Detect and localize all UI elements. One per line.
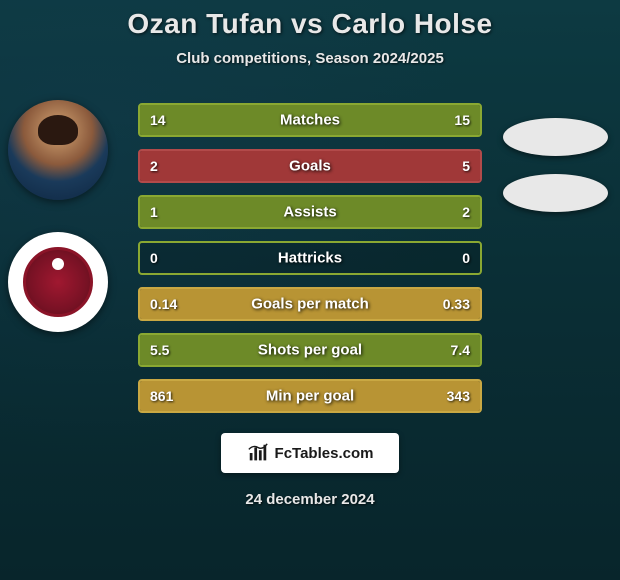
right-oval-column [503, 118, 608, 212]
chart-icon [247, 442, 269, 464]
bar-value-right: 7.4 [451, 342, 470, 358]
team-badge-icon [23, 247, 93, 317]
bar-value-left: 861 [150, 388, 173, 404]
bar-value-left: 2 [150, 158, 158, 174]
stat-bar: 5.5 7.4 Shots per goal [138, 333, 482, 367]
stat-bar: 1 2 Assists [138, 195, 482, 229]
brand-text: FcTables.com [275, 445, 374, 462]
oval-placeholder-2 [503, 174, 608, 212]
stat-bar: 0 0 Hattricks [138, 241, 482, 275]
team-badge-avatar [8, 232, 108, 332]
bar-value-right: 0.33 [443, 296, 470, 312]
bar-value-left: 0 [150, 250, 158, 266]
bar-value-left: 0.14 [150, 296, 177, 312]
page-title: Ozan Tufan vs Carlo Holse [0, 8, 620, 40]
oval-placeholder-1 [503, 118, 608, 156]
brand-badge[interactable]: FcTables.com [221, 433, 399, 473]
comparison-bars: 14 15 Matches 2 5 Goals 1 2 Assists 0 0 Hattricks 0.… [138, 103, 482, 413]
bar-value-right: 15 [454, 112, 470, 128]
avatar-column [8, 100, 108, 332]
bar-label: Assists [283, 204, 336, 221]
bar-value-right: 0 [462, 250, 470, 266]
bar-value-right: 2 [462, 204, 470, 220]
bar-fill-right [237, 151, 480, 181]
player1-avatar [8, 100, 108, 200]
bar-label: Shots per goal [258, 342, 362, 359]
content-wrapper: Ozan Tufan vs Carlo Holse Club competiti… [0, 0, 620, 508]
bar-label: Goals [289, 158, 331, 175]
stat-bar: 861 343 Min per goal [138, 379, 482, 413]
bar-value-right: 343 [447, 388, 470, 404]
bar-value-left: 5.5 [150, 342, 169, 358]
stat-bar: 14 15 Matches [138, 103, 482, 137]
date-label: 24 december 2024 [0, 491, 620, 508]
bar-label: Min per goal [266, 388, 354, 405]
bar-value-right: 5 [462, 158, 470, 174]
bar-label: Goals per match [251, 296, 369, 313]
bar-label: Matches [280, 112, 340, 129]
bar-value-left: 14 [150, 112, 166, 128]
subtitle: Club competitions, Season 2024/2025 [0, 50, 620, 67]
stat-bar: 0.14 0.33 Goals per match [138, 287, 482, 321]
bar-value-left: 1 [150, 204, 158, 220]
stat-bar: 2 5 Goals [138, 149, 482, 183]
bar-label: Hattricks [278, 250, 342, 267]
